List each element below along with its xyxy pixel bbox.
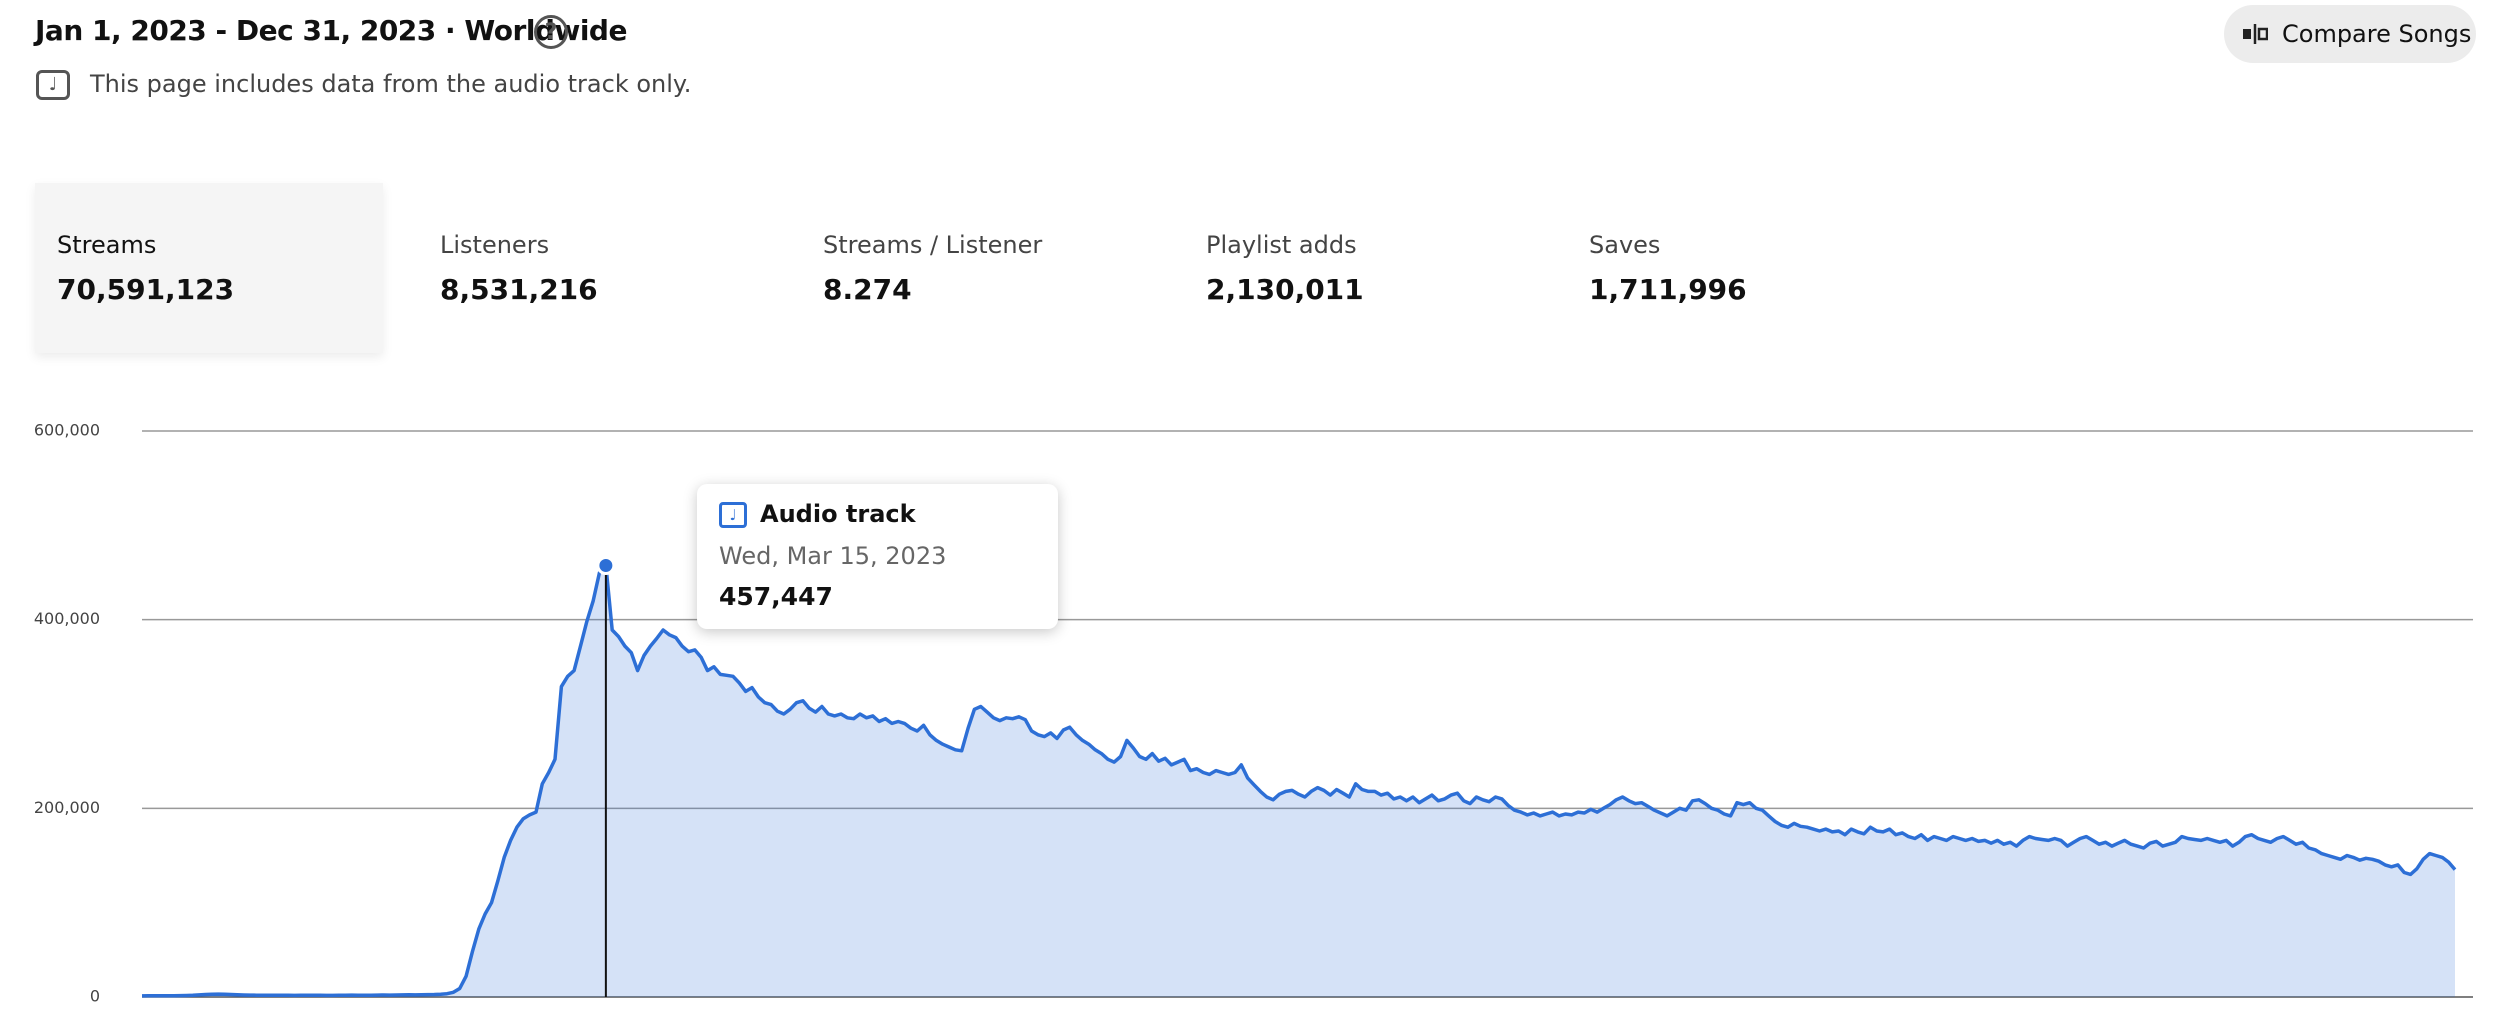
metric-value: 8.274	[823, 273, 912, 306]
info-note: This page includes data from the audio t…	[90, 70, 692, 98]
page-title: Jan 1, 2023 - Dec 31, 2023 · Worldwide	[35, 14, 627, 47]
metric-value: 70,591,123	[57, 273, 235, 306]
line	[141, 563, 2457, 998]
y-tick-label: 200,000	[34, 798, 100, 817]
tooltip: ♩ Audio track Wed, Mar 15, 2023 457,447	[697, 484, 1058, 629]
tooltip-series: Audio track	[760, 500, 916, 528]
y-tick-label: 0	[90, 987, 100, 1006]
metric-value: 2,130,011	[1206, 273, 1364, 306]
metric-tab[interactable]: Streams / Listener 8.274	[801, 183, 1149, 353]
metric-tab[interactable]: Saves 1,711,996	[1567, 183, 1915, 353]
metric-tab[interactable]: Listeners 8,531,216	[418, 183, 766, 353]
tooltip-value: 457,447	[719, 582, 833, 611]
tooltip-date: Wed, Mar 15, 2023	[719, 542, 947, 570]
metric-tab[interactable]: Playlist adds 2,130,011	[1184, 183, 1532, 353]
compare-icon	[2243, 24, 2268, 44]
help-button[interactable]: ?	[534, 15, 568, 49]
audio-icon: ♩	[36, 70, 70, 100]
compare-button[interactable]: Compare Songs	[2224, 5, 2476, 63]
audio-icon: ♩	[719, 502, 747, 528]
hover-point	[596, 555, 616, 575]
area	[142, 565, 2455, 997]
y-tick-label: 600,000	[34, 421, 100, 440]
compare-label: Compare Songs	[2282, 20, 2472, 48]
metric-label: Saves	[1589, 231, 1661, 259]
metric-label: Playlist adds	[1206, 231, 1357, 259]
metric-value: 8,531,216	[440, 273, 598, 306]
metric-label: Streams	[57, 231, 157, 259]
metric-tab[interactable]: Streams 70,591,123	[35, 183, 383, 353]
chart: 0 200,000 400,000 600,000	[34, 421, 2473, 1006]
metric-label: Streams / Listener	[823, 231, 1043, 259]
y-tick-label: 400,000	[34, 609, 100, 628]
metric-value: 1,711,996	[1589, 273, 1747, 306]
metric-label: Listeners	[440, 231, 550, 259]
